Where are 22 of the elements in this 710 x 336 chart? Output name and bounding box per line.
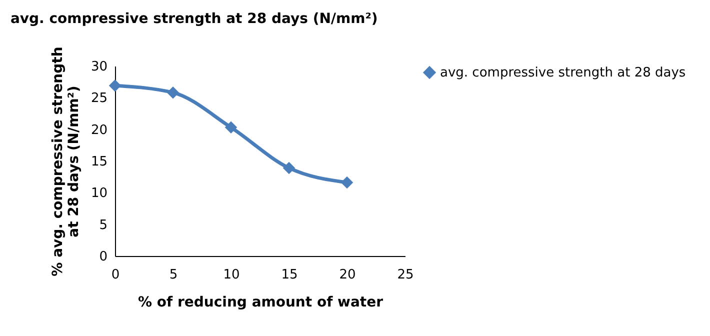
y-axis-title: % avg. compressive strength at 28 days (N/mm²) [50,46,82,276]
y-tick-label: 5 [99,218,108,233]
x-tick-label: 25 [397,268,414,282]
x-tick-label: 15 [281,268,298,282]
x-tick-label: 5 [169,268,178,282]
chart-title: avg. compressive strength at 28 days (N/mm²) [10,11,378,28]
legend-label: avg. compressive strength at 28 days [440,66,686,80]
x-axis-title: % of reducing amount of water [138,294,384,310]
y-tick-label: 0 [99,250,108,264]
x-tick-label: 10 [223,268,240,282]
point [108,80,122,92]
y-tick-label: 10 [90,186,108,202]
point [282,162,296,174]
y-tick-label: 30 [90,60,108,74]
y-tick-label: 20 [90,122,108,138]
point [340,176,354,189]
y-tick-label: 15 [90,154,108,170]
point [166,86,180,99]
x-tick-label: 20 [339,268,356,282]
y-tick-label: 25 [90,91,108,106]
x-tick-label: 0 [111,268,120,282]
point [224,121,238,134]
